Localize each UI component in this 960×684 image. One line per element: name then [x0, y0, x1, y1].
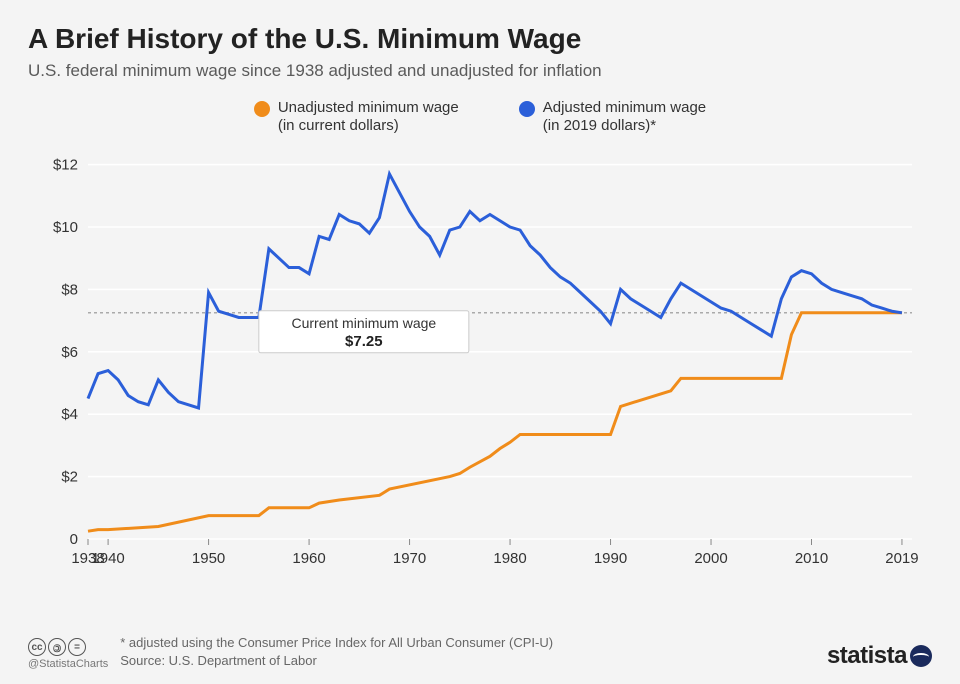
line-chart: 0$2$4$6$8$10$121938194019501960197019801… [28, 139, 932, 579]
legend: Unadjusted minimum wage (in current doll… [28, 99, 932, 135]
legend-dot-icon [254, 101, 270, 117]
statista-logo: statista [827, 642, 932, 670]
chart-title: A Brief History of the U.S. Minimum Wage [28, 24, 932, 55]
svg-text:2010: 2010 [795, 550, 828, 567]
svg-text:$6: $6 [61, 344, 78, 361]
footer: cc 🄯 = @StatistaCharts * adjusted using … [28, 634, 932, 670]
svg-text:1950: 1950 [192, 550, 225, 567]
svg-text:1980: 1980 [493, 550, 526, 567]
svg-text:$4: $4 [61, 406, 78, 423]
svg-text:1940: 1940 [91, 550, 124, 567]
statista-wave-icon [910, 645, 932, 667]
svg-text:$10: $10 [53, 219, 78, 236]
svg-text:0: 0 [70, 531, 78, 548]
footer-notes: * adjusted using the Consumer Price Inde… [120, 634, 553, 670]
legend-dot-icon [519, 101, 535, 117]
legend-label: Adjusted minimum wage (in 2019 dollars)* [543, 99, 706, 135]
svg-text:$12: $12 [53, 156, 78, 173]
svg-text:1990: 1990 [594, 550, 627, 567]
legend-label: Unadjusted minimum wage (in current doll… [278, 99, 459, 135]
cc-license-block: cc 🄯 = @StatistaCharts [28, 638, 108, 670]
by-icon: 🄯 [48, 638, 66, 656]
cc-icon: cc [28, 638, 46, 656]
svg-text:$2: $2 [61, 468, 78, 485]
svg-text:2000: 2000 [694, 550, 727, 567]
svg-text:2019: 2019 [885, 550, 918, 567]
nd-icon: = [68, 638, 86, 656]
social-handle: @StatistaCharts [28, 658, 108, 670]
footer-left: cc 🄯 = @StatistaCharts * adjusted using … [28, 634, 553, 670]
chart-plot-area: 0$2$4$6$8$10$121938194019501960197019801… [28, 139, 932, 579]
svg-text:$7.25: $7.25 [345, 333, 383, 350]
svg-text:$8: $8 [61, 281, 78, 298]
svg-text:Current minimum wage: Current minimum wage [291, 315, 436, 331]
legend-item-adjusted: Adjusted minimum wage (in 2019 dollars)* [519, 99, 706, 135]
chart-subtitle: U.S. federal minimum wage since 1938 adj… [28, 61, 932, 81]
svg-text:1970: 1970 [393, 550, 426, 567]
chart-container: A Brief History of the U.S. Minimum Wage… [0, 0, 960, 684]
legend-item-unadjusted: Unadjusted minimum wage (in current doll… [254, 99, 459, 135]
svg-text:1960: 1960 [292, 550, 325, 567]
